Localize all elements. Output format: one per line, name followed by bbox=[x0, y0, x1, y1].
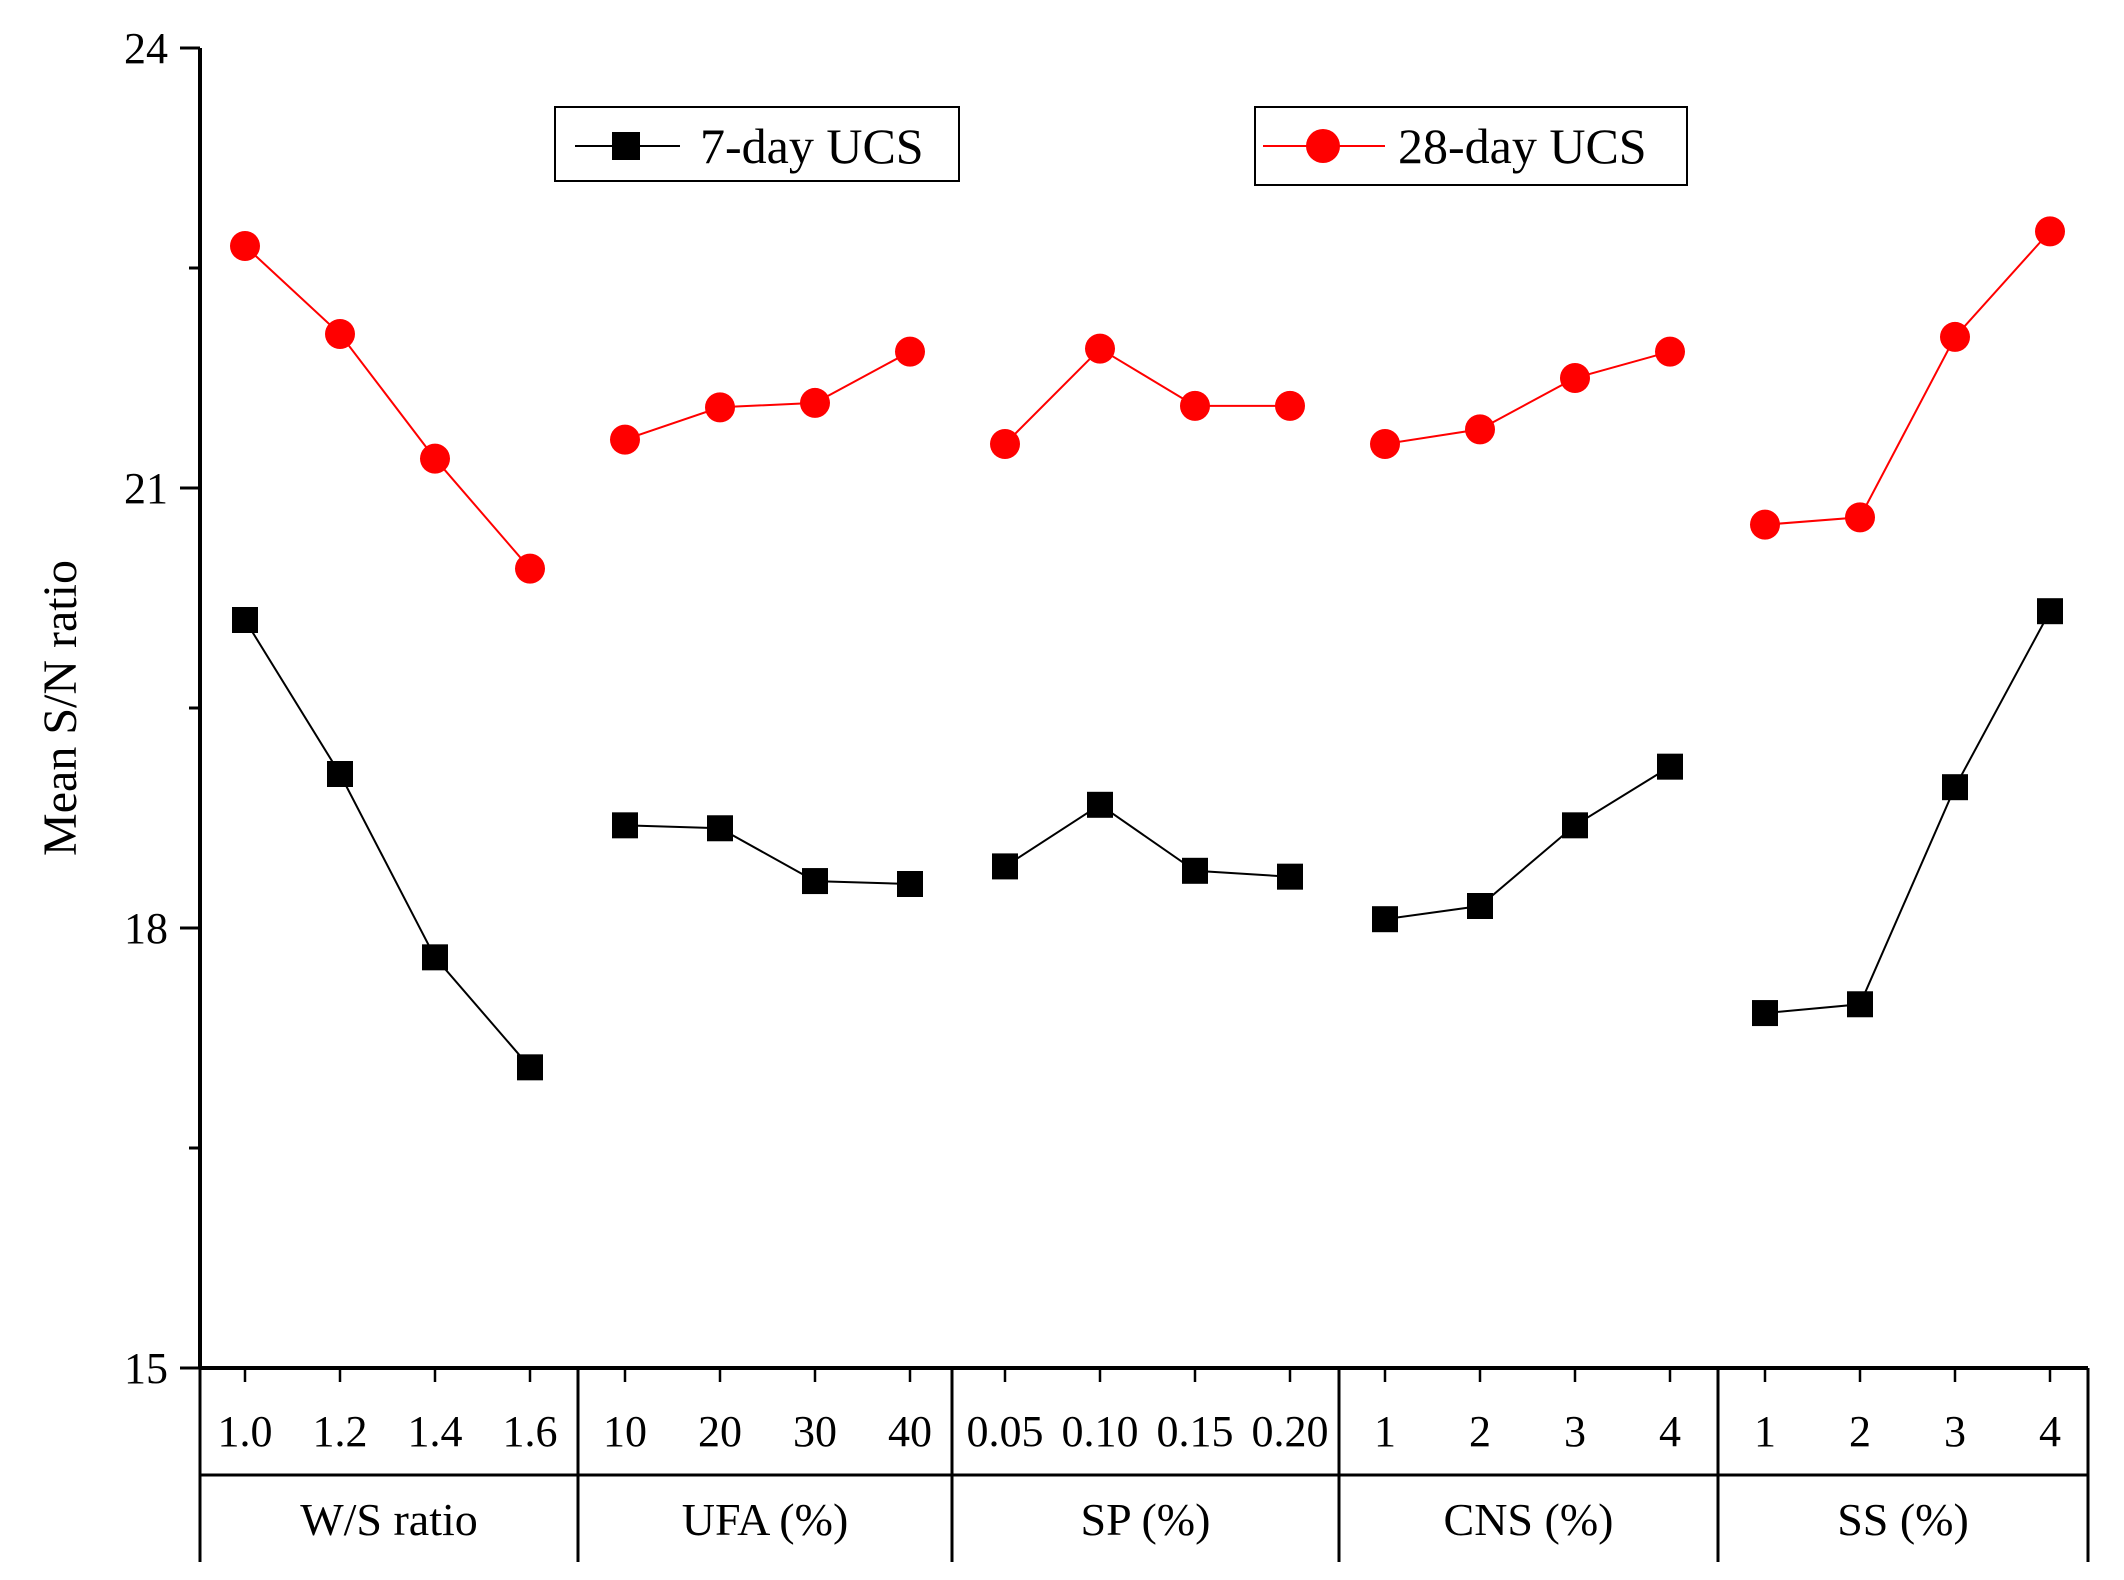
x-tick-label: 4 bbox=[2039, 1407, 2061, 1456]
x-group-label: UFA (%) bbox=[682, 1494, 849, 1545]
point-28-day bbox=[800, 387, 830, 418]
y-axis-title: Mean S/N ratio bbox=[34, 560, 87, 856]
legend-28-day-label: 28-day UCS bbox=[1398, 118, 1647, 174]
legend-7-day-label: 7-day UCS bbox=[700, 118, 924, 174]
point-28-day bbox=[1180, 390, 1210, 421]
point-28-day bbox=[2035, 216, 2065, 247]
point-28-day bbox=[515, 553, 545, 584]
point-7-day bbox=[1277, 863, 1303, 890]
x-tick-label: 1.0 bbox=[218, 1407, 273, 1456]
point-7-day bbox=[422, 944, 448, 971]
legend-28-day-marker bbox=[1306, 129, 1340, 163]
point-28-day bbox=[1940, 321, 1970, 352]
series-line-s28 bbox=[624, 350, 911, 441]
point-7-day bbox=[1942, 774, 1968, 801]
x-tick-label: 1.6 bbox=[503, 1407, 558, 1456]
point-28-day bbox=[895, 336, 925, 367]
x-tick-label: 1.4 bbox=[408, 1407, 463, 1456]
point-7-day bbox=[1562, 812, 1588, 839]
y-axis-ticks: 24 21 18 15 bbox=[124, 24, 200, 1393]
x-tick-label: 10 bbox=[603, 1407, 647, 1456]
legend-7-day-marker bbox=[612, 132, 640, 160]
point-7-day bbox=[897, 871, 923, 897]
x-group-label: SP (%) bbox=[1081, 1494, 1211, 1545]
point-7-day bbox=[1182, 857, 1208, 884]
point-7-day bbox=[232, 607, 258, 633]
point-28-day bbox=[325, 319, 355, 349]
x-tick-label: 4 bbox=[1659, 1407, 1681, 1456]
point-7-day bbox=[327, 761, 353, 787]
point-7-day bbox=[707, 815, 733, 842]
point-28-day bbox=[1275, 390, 1305, 421]
x-group-label: SS (%) bbox=[1837, 1494, 1969, 1545]
x-tick-label: 0.05 bbox=[967, 1407, 1044, 1456]
point-28-day bbox=[1085, 333, 1115, 364]
point-28-day bbox=[705, 392, 735, 423]
series-lines bbox=[244, 230, 2051, 1068]
y-tick-label: 18 bbox=[124, 904, 168, 953]
y-tick-label: 21 bbox=[124, 464, 168, 513]
x-tick-label: 0.20 bbox=[1252, 1407, 1329, 1456]
x-tick-label: 1 bbox=[1374, 1407, 1396, 1456]
point-7-day bbox=[1847, 991, 1873, 1018]
x-tick-label: 20 bbox=[698, 1407, 742, 1456]
x-tick-label: 30 bbox=[793, 1407, 837, 1456]
x-tick-label: 0.15 bbox=[1157, 1407, 1234, 1456]
point-7-day bbox=[517, 1054, 543, 1081]
point-7-day bbox=[802, 868, 828, 895]
x-tick-label: 3 bbox=[1944, 1407, 1966, 1456]
point-28-day bbox=[1560, 363, 1590, 393]
point-7-day bbox=[1372, 906, 1398, 933]
point-7-day bbox=[1087, 791, 1113, 818]
x-tick-label: 40 bbox=[888, 1407, 932, 1456]
series-line-s28 bbox=[1004, 347, 1290, 445]
point-28-day bbox=[230, 231, 260, 261]
x-group-label: CNS (%) bbox=[1444, 1494, 1614, 1545]
series-line-s7 bbox=[244, 619, 531, 1068]
point-7-day bbox=[992, 853, 1018, 880]
point-28-day bbox=[990, 429, 1020, 459]
point-28-day bbox=[1370, 429, 1400, 459]
point-7-day bbox=[1752, 1000, 1778, 1027]
point-7-day bbox=[612, 812, 638, 839]
point-28-day bbox=[1655, 336, 1685, 367]
series-line-s28 bbox=[244, 245, 531, 570]
legend-7-day: 7-day UCS bbox=[554, 106, 960, 182]
point-28-day bbox=[610, 424, 640, 455]
x-tick-label: 2 bbox=[1469, 1407, 1491, 1456]
point-28-day bbox=[1465, 414, 1495, 445]
series-line-s7 bbox=[624, 824, 911, 885]
y-tick-label: 15 bbox=[124, 1344, 168, 1393]
series-line-s28 bbox=[1764, 230, 2051, 526]
legend-28-day: 28-day UCS bbox=[1254, 106, 1688, 186]
x-tick-label: 1 bbox=[1754, 1407, 1776, 1456]
point-28-day bbox=[1750, 509, 1780, 540]
x-tick-label: 1.2 bbox=[313, 1407, 368, 1456]
series-line-s28 bbox=[1384, 350, 1671, 445]
y-tick-label: 24 bbox=[124, 24, 168, 73]
point-7-day bbox=[2037, 598, 2063, 625]
series-line-s7 bbox=[1764, 610, 2051, 1015]
x-axis-categories: 1.0 1.2 1.4 1.6 W/S ratio 10 20 30 40 UFA (%) 0.05… bbox=[198, 1368, 2090, 1562]
point-28-day bbox=[420, 443, 450, 474]
series-line-s7 bbox=[1384, 765, 1671, 921]
series-line-s7 bbox=[1004, 803, 1291, 878]
x-tick-label: 0.10 bbox=[1062, 1407, 1139, 1456]
point-7-day bbox=[1467, 893, 1493, 919]
x-tick-label: 2 bbox=[1849, 1407, 1871, 1456]
x-tick-label: 3 bbox=[1564, 1407, 1586, 1456]
point-7-day bbox=[1657, 753, 1683, 780]
series-points bbox=[230, 216, 2065, 1081]
point-28-day bbox=[1845, 502, 1875, 533]
x-group-label: W/S ratio bbox=[300, 1494, 478, 1545]
